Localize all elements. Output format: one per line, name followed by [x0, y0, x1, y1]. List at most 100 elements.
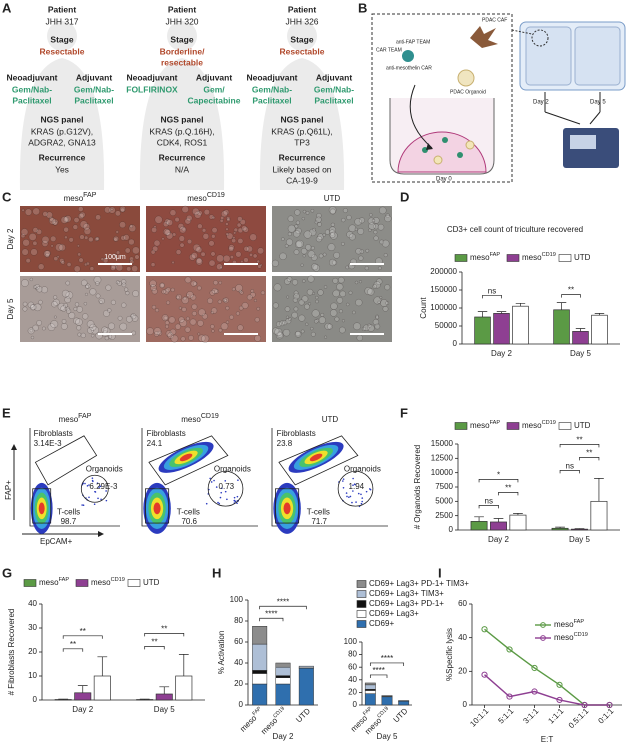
gate-value: 6.29E-3 [89, 482, 118, 491]
cell [324, 229, 331, 235]
label-superscript: CD19 [273, 706, 287, 720]
recurrence-line: N/A [175, 164, 190, 174]
micrograph [272, 276, 392, 342]
point [531, 688, 538, 695]
patient-id: JHH 317 [45, 16, 78, 26]
event [221, 487, 223, 489]
organoid [457, 69, 475, 87]
cell [85, 284, 89, 289]
cell [285, 238, 294, 246]
diagram-label: anti-mesothelin CAR [386, 65, 432, 71]
cell [284, 278, 291, 285]
organoid [433, 155, 443, 165]
event [226, 498, 228, 501]
significance-label: **** [277, 597, 289, 606]
cell [293, 249, 300, 255]
cell [310, 208, 315, 213]
legend-label: mesoCD19 [554, 632, 588, 642]
y-tick-label: 50000 [435, 321, 458, 330]
cell [310, 331, 316, 337]
cell [105, 284, 112, 291]
gate-label: Fibroblasts [34, 429, 73, 438]
cell [197, 319, 204, 327]
cell [165, 324, 169, 329]
panel-b: B PDAC CAF CAR TEAM anti-FAP TEAM anti-m… [358, 0, 626, 183]
cell [28, 232, 37, 241]
cell [179, 242, 185, 248]
cell [237, 216, 243, 222]
silhouette-body [19, 58, 105, 190]
label-text: meso [187, 194, 207, 203]
cell [354, 218, 362, 226]
cell [169, 209, 177, 217]
cell [210, 307, 218, 314]
cell [76, 325, 82, 331]
cell [198, 308, 206, 317]
cell [83, 301, 88, 306]
gate [275, 488, 300, 524]
label-superscript: CD19 [207, 192, 225, 199]
cell [181, 306, 187, 313]
cell [250, 289, 255, 293]
bar [74, 692, 92, 701]
cell [368, 222, 376, 230]
significance-bracket [579, 457, 600, 461]
gate-label: T-cells [177, 507, 200, 516]
cell [323, 285, 328, 289]
cell [298, 299, 305, 306]
cell [170, 287, 175, 293]
stage-line: Resectable [40, 46, 85, 56]
cell [76, 244, 80, 248]
scale-bar-label: 100μm [104, 254, 126, 261]
cell [179, 226, 187, 234]
bar [572, 331, 589, 345]
cell [21, 248, 29, 256]
significance-bracket [144, 646, 165, 650]
point [556, 681, 563, 688]
event [361, 500, 363, 503]
cell [322, 233, 326, 237]
cell [223, 209, 230, 216]
cell [327, 243, 336, 252]
cell [367, 323, 372, 328]
plot-axes [271, 428, 388, 527]
cell [228, 244, 235, 251]
event [345, 492, 348, 494]
event [353, 483, 356, 486]
event [84, 482, 86, 485]
cell [119, 322, 128, 331]
cell [73, 306, 78, 312]
label-superscript: FAP [252, 706, 264, 718]
cell [64, 296, 71, 304]
cell [348, 290, 353, 295]
panel-letter: D [400, 189, 409, 204]
plot-header: mesoFAP [59, 413, 92, 424]
event [236, 495, 239, 498]
label-text: meso [522, 421, 542, 430]
cell [184, 326, 191, 333]
cell [315, 318, 320, 323]
y-tick-label: 100000 [430, 303, 457, 312]
gate-value: 24.1 [147, 439, 163, 448]
ngs-line: KRAS (p.Q.16H), [149, 126, 214, 136]
cell [281, 237, 285, 241]
event [217, 501, 219, 504]
cell [329, 229, 336, 236]
cell [73, 317, 80, 325]
significance-bracket [144, 633, 185, 637]
cell [355, 248, 362, 255]
cell [314, 319, 319, 324]
cell [64, 215, 72, 223]
bar-segment [298, 665, 314, 668]
cell [216, 263, 223, 271]
legend-swatch [356, 590, 367, 598]
cell [358, 255, 364, 261]
cell [163, 315, 168, 320]
cell [129, 256, 134, 262]
cell [239, 219, 246, 226]
cell [348, 224, 357, 233]
y-axis-label: % Activation [217, 631, 226, 675]
cell [314, 220, 319, 225]
cell [197, 332, 201, 336]
